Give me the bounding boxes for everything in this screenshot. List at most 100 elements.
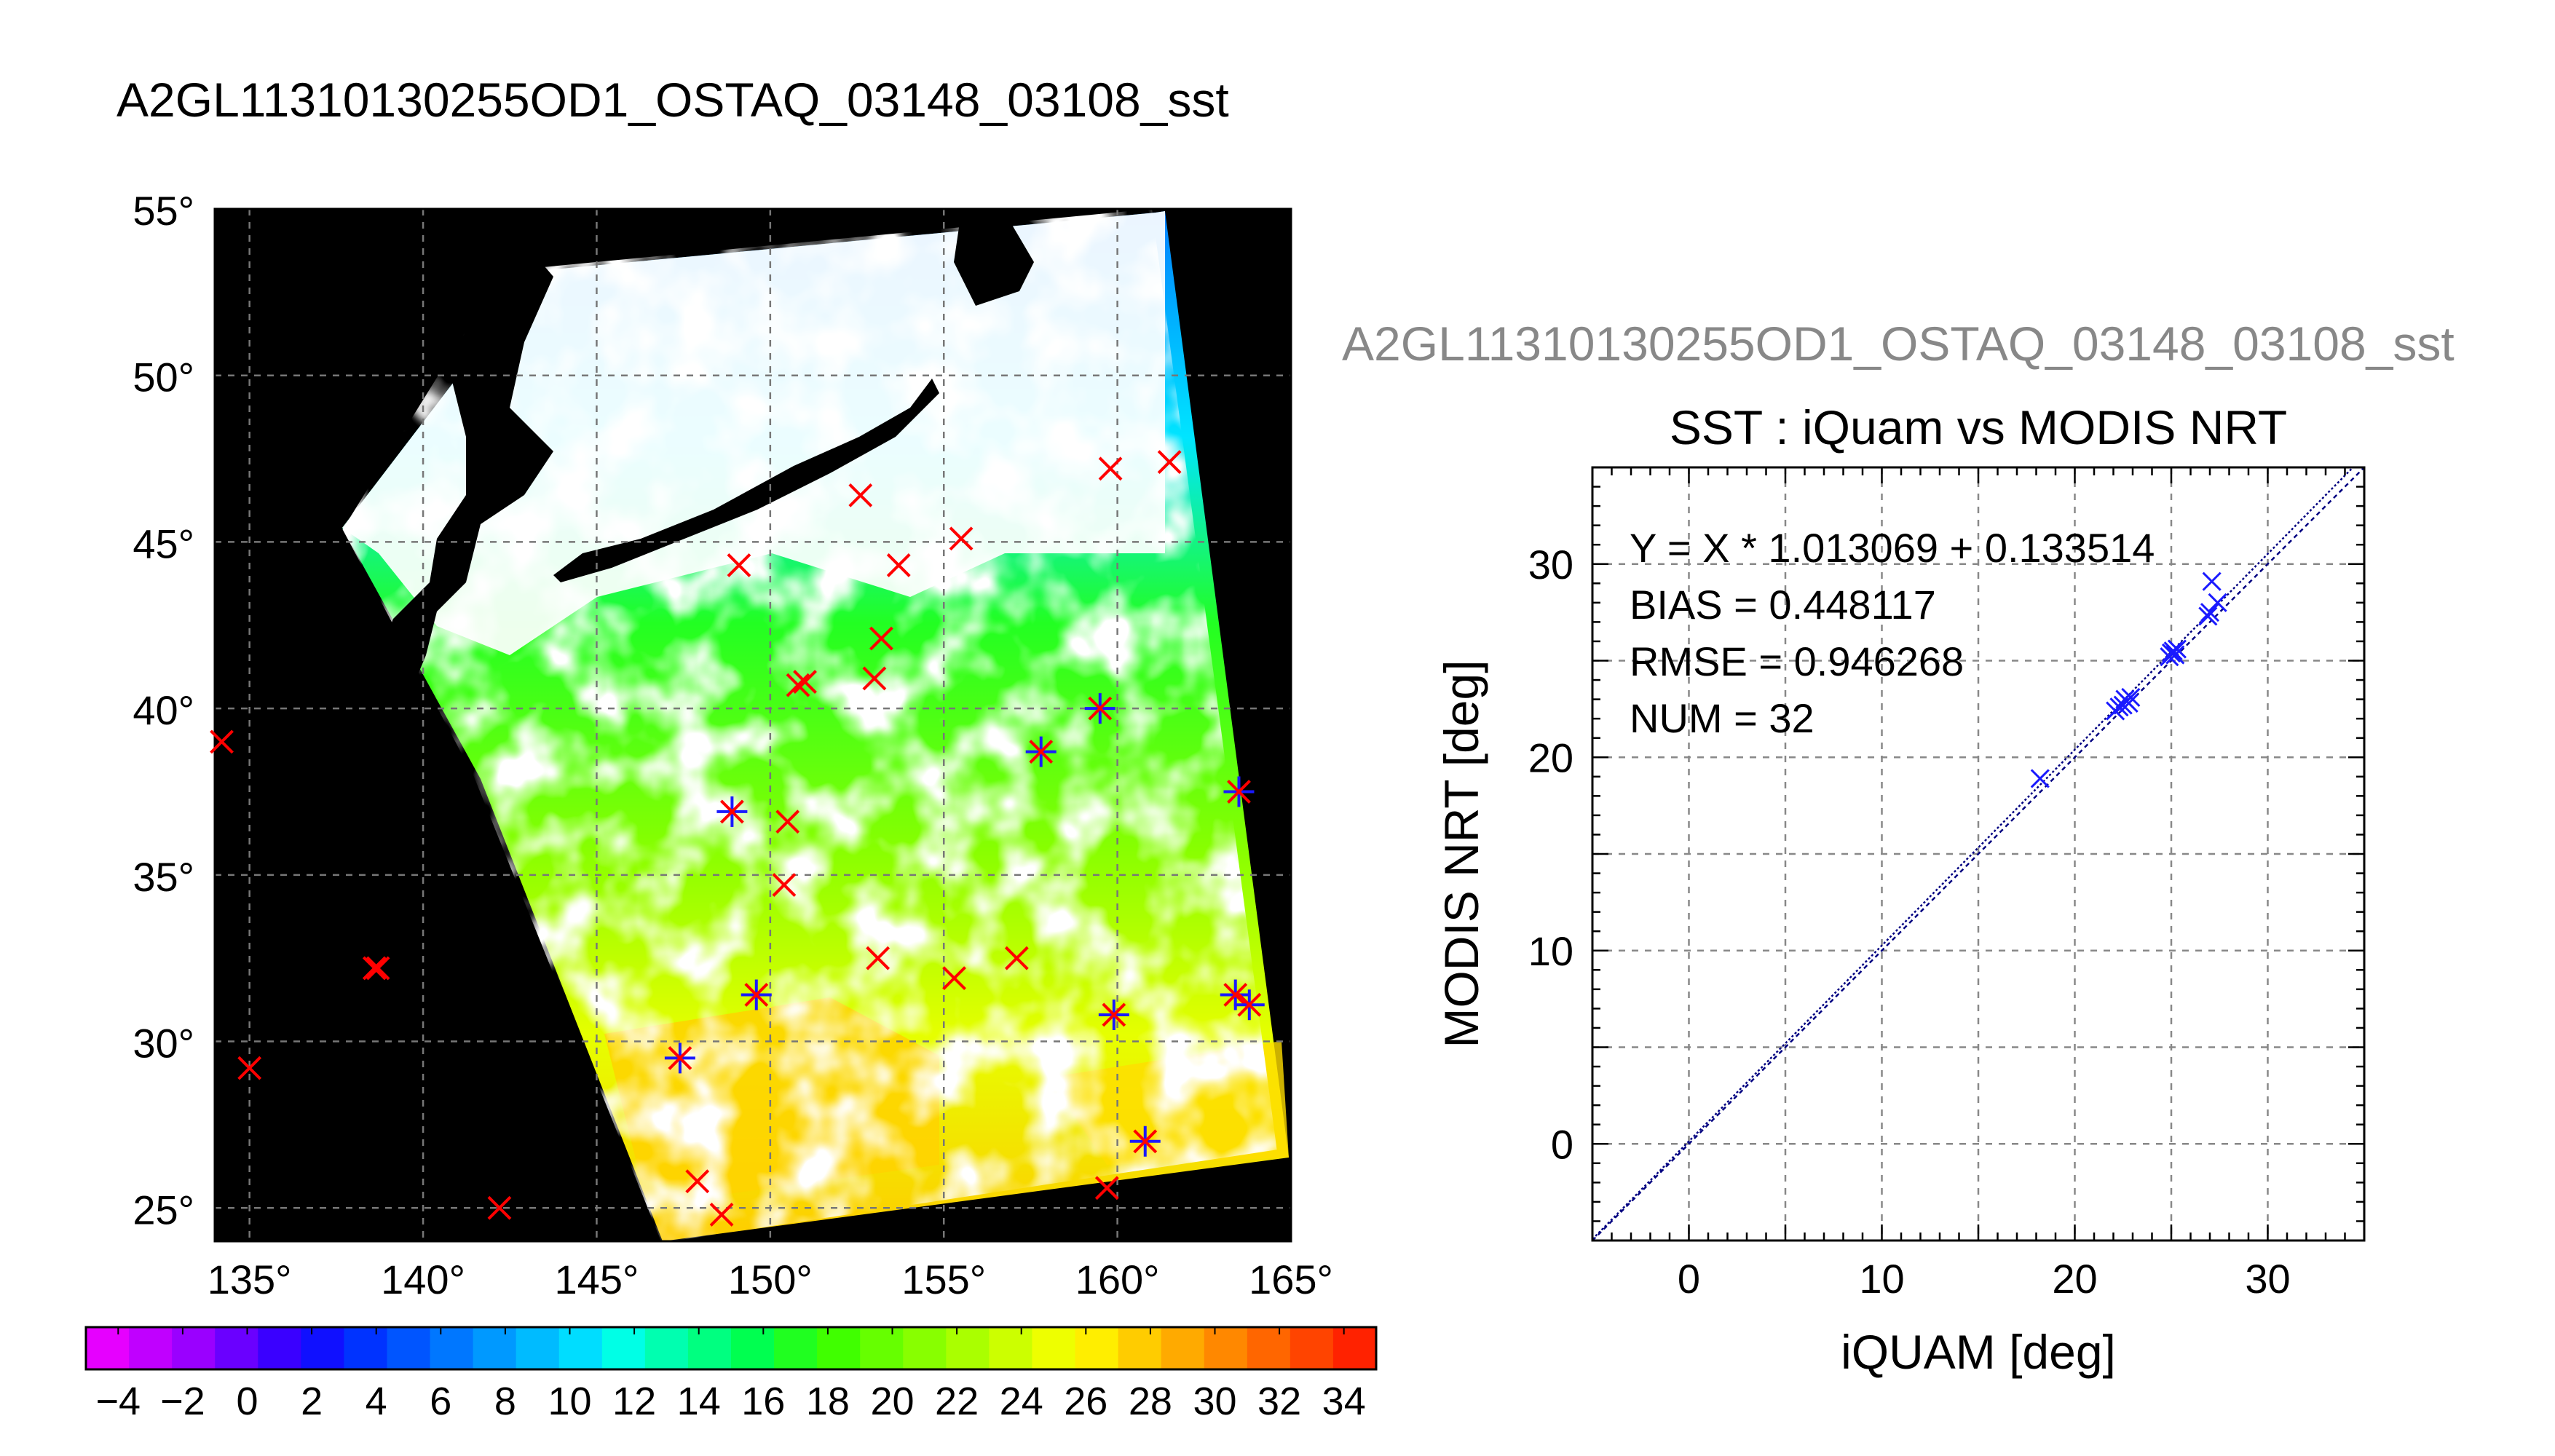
scatter-point	[2163, 641, 2183, 661]
colorbar-swatch	[86, 1327, 130, 1369]
map-lat-label: 55°	[133, 188, 194, 234]
map-lon-label: 160°	[1075, 1257, 1160, 1302]
map-marker	[1025, 736, 1057, 767]
map-marker	[716, 796, 748, 827]
colorbar-swatch	[817, 1327, 861, 1369]
map-lat-label: 50°	[133, 355, 194, 400]
map-marker	[1098, 999, 1129, 1030]
colorbar	[84, 1326, 1378, 1371]
colorbar-swatch	[516, 1327, 560, 1369]
colorbar-labels: −4 −2 0 2 4 6 8 10 12 14 16 18 20 22 24 26 28 30 32 34	[96, 1380, 1366, 1423]
scatter-ytick-label: 10	[1528, 928, 1573, 974]
colorbar-swatch	[558, 1327, 603, 1369]
colorbar-label: 16	[741, 1380, 785, 1423]
scatter-xtick-label: 10	[1859, 1256, 1904, 1302]
map-lon-label: 135°	[208, 1257, 292, 1302]
map-marker	[1094, 1176, 1119, 1200]
land-kuril-chain	[553, 379, 939, 582]
map-marker	[869, 626, 893, 651]
colorbar-label: 8	[494, 1380, 516, 1423]
scatter-ytick-label: 0	[1551, 1121, 1573, 1167]
scatter-ylabel: MODIS NRT [deg]	[1434, 660, 1488, 1048]
map-marker	[949, 526, 974, 551]
colorbar-swatch	[601, 1327, 646, 1369]
map-marker	[664, 1042, 695, 1074]
scatter-point	[2200, 603, 2220, 622]
scatter-outer-title: A2GL11310130255OD1_OSTAQ_03148_03108_sst	[1342, 317, 2455, 371]
colorbar-label: −2	[160, 1380, 205, 1423]
map-marker	[1233, 989, 1265, 1021]
map-marker	[866, 946, 891, 970]
colorbar-label: 26	[1064, 1380, 1107, 1423]
scatter-xtick-label: 20	[2052, 1256, 2097, 1302]
land-hokkaido-sakhalin	[364, 226, 553, 721]
colorbar-swatch	[1247, 1327, 1291, 1369]
map-marker	[362, 956, 387, 981]
scatter-points	[2030, 571, 2227, 788]
scatter-point	[2208, 593, 2227, 612]
scatter-title: SST : iQuam vs MODIS NRT	[1670, 400, 2287, 454]
colorbar-swatch	[1161, 1327, 1205, 1369]
scatter-point	[2109, 697, 2129, 717]
scatter-point	[2167, 639, 2187, 659]
scatter-point	[2121, 687, 2141, 708]
map-lon-labels: 135° 140° 145° 150° 155° 160° 165°	[208, 1257, 1333, 1302]
map-marker	[942, 966, 966, 991]
map-marker	[487, 1195, 512, 1220]
map-marker	[1223, 776, 1255, 807]
map-lon-label: 165°	[1249, 1257, 1333, 1302]
colorbar-label: 18	[806, 1380, 850, 1423]
colorbar-label: 28	[1129, 1380, 1172, 1423]
scatter-xtick-label: 0	[1678, 1256, 1700, 1302]
colorbar-swatch	[301, 1327, 344, 1369]
colorbar-swatch	[946, 1327, 990, 1369]
map-lat-label: 30°	[133, 1021, 194, 1067]
map-lat-label: 40°	[133, 687, 194, 733]
colorbar-swatch	[473, 1327, 517, 1369]
map-marker	[709, 1202, 734, 1227]
scatter-fit-lines	[1592, 467, 2364, 1241]
scatter-point	[2119, 693, 2139, 713]
colorbar-label: 34	[1322, 1380, 1366, 1423]
scatter-stat-line: NUM = 32	[1630, 695, 1814, 741]
map-title: A2GL11310130255OD1_OSTAQ_03148_03108_sst	[117, 73, 1229, 127]
map-marker	[1084, 693, 1115, 724]
colorbar-label: 2	[301, 1380, 323, 1423]
scatter-point	[2030, 769, 2050, 788]
map-lat-label: 35°	[133, 854, 194, 900]
map-lat-label: 45°	[133, 521, 194, 566]
colorbar-label: −4	[96, 1380, 141, 1423]
map-lon-label: 150°	[728, 1257, 813, 1302]
scatter-stat-line: RMSE = 0.946268	[1630, 638, 1964, 684]
colorbar-swatch	[172, 1327, 216, 1369]
map-lat-label: 25°	[133, 1187, 194, 1233]
map-marker	[886, 553, 911, 577]
scatter-stats: Y = X * 1.013069 + 0.133514 BIAS = 0.4481…	[1630, 525, 2155, 741]
scatter-ticks	[1591, 466, 2366, 1242]
colorbar-label: 20	[870, 1380, 914, 1423]
land-kamchatka-tip	[954, 213, 1034, 306]
map-marker	[862, 666, 887, 691]
map-marker	[741, 979, 772, 1010]
upper-cloud	[342, 211, 1165, 655]
map-marker	[1004, 946, 1029, 970]
one-to-one-line	[1592, 467, 2364, 1241]
colorbar-label: 12	[612, 1380, 656, 1423]
colorbar-label: 0	[236, 1380, 258, 1423]
scatter-point	[2198, 606, 2218, 626]
scatter-stat-line: Y = X * 1.013069 + 0.133514	[1630, 525, 2155, 571]
colorbar-swatch	[387, 1327, 431, 1369]
map-marker	[1098, 456, 1123, 481]
colorbar-swatch	[903, 1327, 947, 1369]
map-marker	[772, 873, 797, 897]
scatter-xlabel: iQUAM [deg]	[1841, 1325, 2116, 1379]
map-marker	[237, 1056, 262, 1080]
scatter-tick-labels: 0 10 20 30 0 10 20 30	[1528, 542, 2291, 1302]
map-marker	[786, 673, 810, 697]
colorbar-swatch	[1332, 1327, 1377, 1369]
colorbar-label: 10	[548, 1380, 591, 1423]
colorbar-swatch	[129, 1327, 173, 1369]
map-marker	[1129, 1125, 1161, 1157]
map-lon-label: 140°	[381, 1257, 465, 1302]
colorbar-swatch	[344, 1327, 387, 1369]
